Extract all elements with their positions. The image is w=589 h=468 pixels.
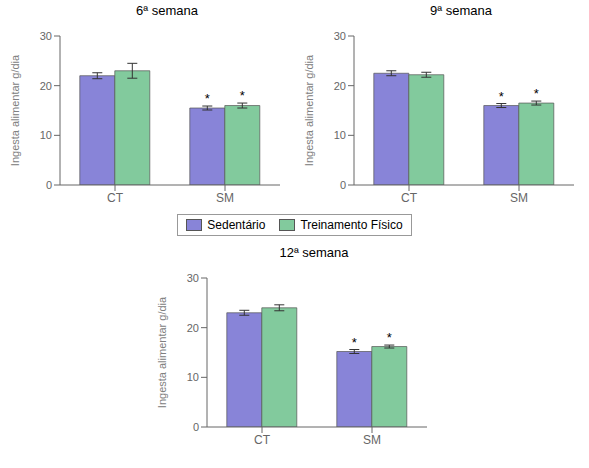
svg-text:0: 0 [46,179,52,191]
svg-text:CT: CT [107,191,124,205]
svg-text:*: * [387,330,392,345]
svg-text:30: 30 [40,30,52,42]
svg-text:Ingesta alimentar g/dia: Ingesta alimentar g/dia [303,54,315,166]
svg-text:CT: CT [254,433,271,447]
svg-text:*: * [534,86,539,101]
svg-text:SM: SM [216,191,234,205]
svg-text:10: 10 [40,129,52,141]
svg-text:SM: SM [510,191,528,205]
svg-text:10: 10 [334,129,346,141]
svg-text:Ingesta alimentar g/dia: Ingesta alimentar g/dia [9,54,21,166]
html-text:6ª semana: 6ª semana [136,3,198,18]
svg-text:*: * [352,335,357,350]
svg-text:20: 20 [187,322,199,334]
svg-text:0: 0 [193,421,199,433]
html-text:Treinamento Físico: Treinamento Físico [300,218,403,232]
svg-text:20: 20 [40,80,52,92]
html-text:9ª semana: 9ª semana [430,3,492,18]
svg-text:30: 30 [187,272,199,284]
svg-text:*: * [205,91,210,106]
html-text:12ª semana: 12ª semana [279,245,349,260]
svg-text:20: 20 [334,80,346,92]
html-text:Sedentário: Sedentário [207,218,266,232]
svg-text:SM: SM [363,433,381,447]
svg-text:Ingesta alimentar g/dia: Ingesta alimentar g/dia [156,296,168,408]
svg-text:0: 0 [340,179,346,191]
svg-text:CT: CT [401,191,418,205]
svg-text:30: 30 [334,30,346,42]
svg-text:*: * [240,88,245,103]
svg-text:*: * [499,89,504,104]
svg-text:10: 10 [187,371,199,383]
